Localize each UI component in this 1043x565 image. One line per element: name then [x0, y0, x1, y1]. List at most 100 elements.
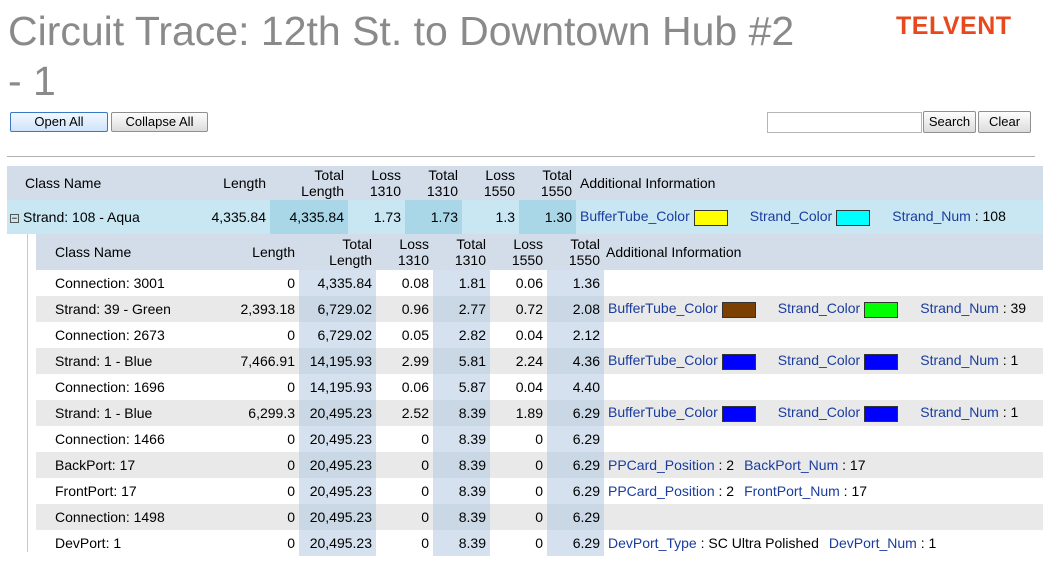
row-total-1550: 6.29 — [547, 504, 604, 530]
collapse-all-button[interactable]: Collapse All — [111, 112, 208, 132]
row-total-length: 20,495.23 — [299, 478, 376, 504]
row-length: 0 — [287, 275, 295, 291]
info-item: Strand_Num : 1 — [920, 352, 1018, 368]
row-class-name: DevPort: 1 — [55, 535, 122, 551]
table-row[interactable]: BackPort: 17 0 20,495.23 0 8.39 0 6.29 PPCard_P… — [36, 452, 1043, 478]
info-item: PPCard_Position : 2 — [608, 457, 734, 473]
table-row[interactable]: Connection: 1498 0 20,495.23 0 8.39 0 6.29 — [36, 504, 1043, 530]
collapse-toggle-icon[interactable]: − — [10, 213, 19, 224]
col-total-1310: Total 1310 — [405, 166, 462, 200]
row-loss-1310: 0.96 — [376, 296, 433, 322]
child-col-total-1310: Total 1310 — [433, 234, 490, 270]
row-total-length: 20,495.23 — [299, 400, 376, 426]
info-value: 1 — [1010, 404, 1019, 421]
info-separator: : — [970, 208, 983, 225]
info-key-link[interactable]: BufferTube_Color — [580, 208, 690, 225]
open-all-button[interactable]: Open All — [10, 112, 108, 132]
table-row[interactable]: Strand: 1 - Blue 7,466.91 14,195.93 2.99 5.8… — [36, 348, 1043, 374]
info-separator: : — [916, 535, 929, 551]
row-total-1310: 5.87 — [433, 374, 490, 400]
info-key-link[interactable]: BackPort_Num — [744, 457, 839, 473]
info-key-link[interactable]: BufferTube_Color — [608, 352, 718, 369]
row-loss-1310: 0 — [421, 535, 429, 551]
strand-row[interactable]: − Strand: 108 - Aqua 4,335.84 4,335.84 1.… — [7, 200, 1043, 234]
info-separator: : — [839, 483, 852, 499]
table-row[interactable]: Connection: 1466 0 20,495.23 0 8.39 0 6.29 — [36, 426, 1043, 452]
info-key-link[interactable]: BufferTube_Color — [608, 300, 718, 317]
info-key-link[interactable]: BufferTube_Color — [608, 404, 718, 421]
row-total-1550: 4.36 — [547, 348, 604, 374]
row-total-1310: 5.81 — [433, 348, 490, 374]
row-additional-info: BufferTube_Color Strand_Color Strand_Num :… — [604, 296, 1043, 322]
row-total-1310: 8.39 — [433, 400, 490, 426]
info-item: BufferTube_Color — [608, 404, 768, 422]
row-total-1550: 2.12 — [547, 322, 604, 348]
info-key-link[interactable]: Strand_Color — [777, 404, 861, 421]
row-total-1310: 8.39 — [433, 452, 490, 478]
row-length: 0 — [236, 452, 299, 478]
row-class-name: Connection: 1466 — [55, 431, 165, 447]
row-total-1550: 6.29 — [547, 426, 604, 452]
info-key-link[interactable]: PPCard_Position — [608, 457, 715, 473]
row-total-1310: 2.82 — [433, 322, 490, 348]
table-row[interactable]: Connection: 1696 0 14,195.93 0.06 5.87 0.04 4.… — [36, 374, 1043, 400]
row-length: 0 — [287, 327, 295, 343]
search-input[interactable] — [767, 112, 922, 133]
color-swatch — [836, 209, 871, 226]
row-total-1550: 1.36 — [547, 270, 604, 296]
table-row[interactable]: DevPort: 1 0 20,495.23 0 8.39 0 6.29 DevPort_Ty… — [36, 530, 1043, 556]
row-loss-1550: 1.89 — [490, 400, 547, 426]
row-loss-1310: 0 — [421, 431, 429, 447]
row-loss-1550: 0 — [490, 452, 547, 478]
table-row[interactable]: Strand: 1 - Blue 6,299.3 20,495.23 2.52 8.39… — [36, 400, 1043, 426]
info-key-link[interactable]: Strand_Num — [920, 300, 999, 317]
child-col-total-length: Total Length — [299, 234, 376, 270]
row-class-name: Strand: 39 - Green — [36, 296, 236, 322]
row-class-name: Strand: 1 - Blue — [36, 400, 236, 426]
row-additional-info: BufferTube_Color Strand_Color Strand_Num :… — [604, 400, 1043, 426]
row-total-1310: 2.77 — [433, 296, 490, 322]
info-item: FrontPort_Num : 17 — [744, 483, 867, 499]
row-total-1550: 6.29 — [547, 400, 604, 426]
table-row[interactable]: FrontPort: 17 0 20,495.23 0 8.39 0 6.29 PPCard_… — [36, 478, 1043, 504]
row-loss-1550: 0.04 — [515, 327, 543, 343]
info-key-link[interactable]: Strand_Num — [920, 352, 999, 369]
info-key-link[interactable]: DevPort_Type — [608, 535, 697, 551]
row-total-length: 14,195.93 — [299, 374, 376, 400]
info-item: Strand_Color — [777, 352, 911, 370]
clear-button[interactable]: Clear — [978, 111, 1031, 133]
row-total-1550: 6.29 — [547, 478, 604, 504]
col-length: Length — [207, 166, 270, 200]
info-key-link[interactable]: FrontPort_Num — [744, 483, 840, 499]
info-key-link[interactable]: Strand_Color — [749, 208, 833, 225]
info-separator: : — [696, 535, 709, 551]
search-button[interactable]: Search — [923, 111, 976, 133]
info-key-link[interactable]: Strand_Color — [777, 300, 861, 317]
row-loss-1550: 2.24 — [490, 348, 547, 374]
info-key-link[interactable]: Strand_Color — [777, 352, 861, 369]
row-class-name: BackPort: 17 — [36, 452, 236, 478]
row-additional-info — [604, 426, 1043, 452]
row-additional-info: DevPort_Type : SC Ultra Polished DevPort_… — [604, 530, 1043, 556]
color-swatch — [693, 209, 728, 226]
row-additional-info — [604, 270, 1043, 296]
info-key-link[interactable]: Strand_Num — [892, 208, 971, 225]
table-row[interactable]: Connection: 2673 0 6,729.02 0.05 2.82 0.04 2.1… — [36, 322, 1043, 348]
info-item: BufferTube_Color — [608, 352, 768, 370]
row-length: 7,466.91 — [236, 348, 299, 374]
col-total-length: Total Length — [270, 166, 348, 200]
color-swatch — [721, 301, 756, 318]
row-total-1310: 8.39 — [433, 426, 490, 452]
color-swatch — [864, 405, 899, 422]
table-row[interactable]: Connection: 3001 0 4,335.84 0.08 1.81 0.06 1.3… — [36, 270, 1043, 296]
table-row[interactable]: Strand: 39 - Green 2,393.18 6,729.02 0.96 2.… — [36, 296, 1043, 322]
row-length: 0 — [287, 431, 295, 447]
info-key-link[interactable]: Strand_Num — [920, 404, 999, 421]
strand-name: Strand: 108 - Aqua — [23, 209, 140, 225]
row-total-length: 6,729.02 — [299, 296, 376, 322]
row-loss-1550: 0 — [535, 483, 543, 499]
row-additional-info — [604, 322, 1043, 348]
strand-loss-1310: 1.73 — [348, 200, 405, 234]
info-key-link[interactable]: DevPort_Num — [828, 535, 917, 551]
info-key-link[interactable]: PPCard_Position — [608, 483, 715, 499]
